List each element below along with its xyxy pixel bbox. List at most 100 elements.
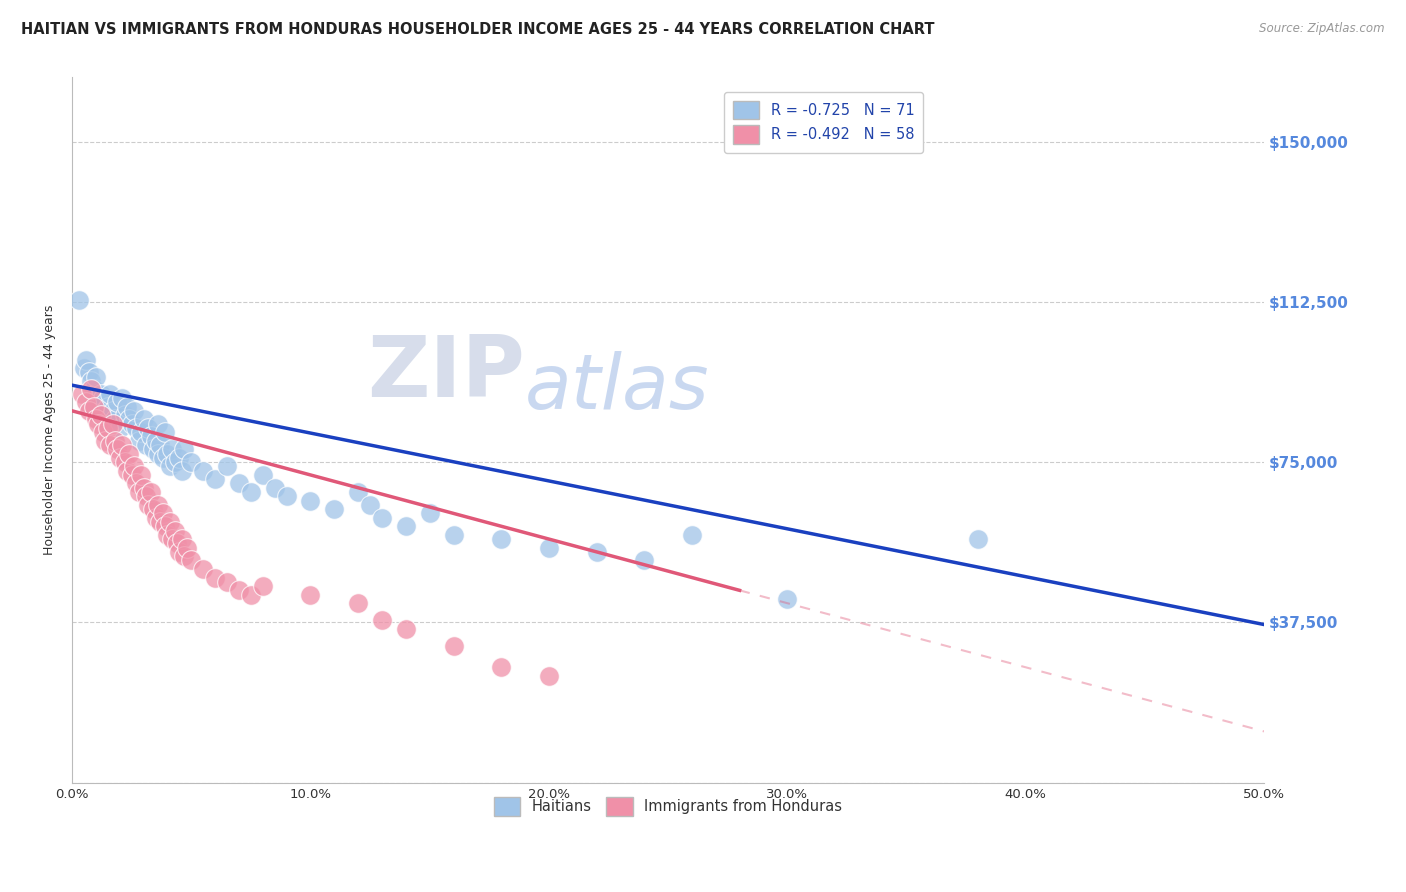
Point (97, 421, 120, 435)
Point (299, 493, 322, 508)
Point (80, 383, 103, 397)
Point (132, 481, 155, 495)
Point (180, 455, 202, 469)
Point (98, 438, 121, 452)
Point (104, 412, 127, 426)
Point (489, 532, 512, 546)
Point (80, 374, 103, 388)
Point (176, 541, 198, 555)
Point (111, 391, 134, 405)
Point (145, 510, 167, 524)
Point (111, 438, 134, 452)
Point (129, 425, 152, 440)
Point (139, 429, 162, 443)
Point (419, 507, 441, 521)
Point (359, 498, 381, 512)
Point (142, 442, 165, 457)
Point (146, 446, 169, 460)
Point (108, 450, 131, 465)
Point (489, 660, 512, 674)
Point (101, 417, 124, 431)
Point (156, 528, 179, 542)
Point (146, 417, 169, 431)
Point (153, 425, 176, 440)
Point (252, 467, 274, 482)
Point (585, 545, 607, 559)
Point (128, 434, 150, 448)
Point (371, 613, 394, 627)
Point (204, 570, 226, 584)
Point (347, 596, 370, 610)
Point (98, 386, 121, 401)
Point (537, 669, 560, 683)
Point (228, 583, 250, 598)
Point (166, 536, 188, 550)
Point (163, 524, 186, 538)
Point (84, 412, 107, 426)
Point (114, 455, 136, 469)
Point (170, 532, 193, 546)
Point (94, 434, 117, 448)
Legend: Haitians, Immigrants from Honduras: Haitians, Immigrants from Honduras (485, 789, 851, 825)
Point (160, 532, 183, 546)
Point (146, 498, 169, 512)
Point (118, 446, 141, 460)
Point (160, 442, 183, 457)
Point (73, 361, 96, 376)
Point (121, 467, 143, 482)
Point (91, 425, 114, 440)
Point (125, 476, 148, 491)
Point (169, 450, 191, 465)
Point (145, 434, 167, 448)
Point (443, 528, 465, 542)
Point (170, 464, 193, 478)
Point (122, 459, 145, 474)
Point (215, 574, 238, 589)
Point (681, 528, 703, 542)
Point (90, 408, 112, 422)
Point (121, 417, 143, 431)
Point (83, 383, 105, 397)
Point (323, 502, 346, 516)
Point (87, 400, 110, 414)
Point (84, 386, 107, 401)
Point (173, 549, 195, 563)
Point (128, 485, 150, 500)
Point (204, 472, 226, 486)
Point (263, 481, 285, 495)
Point (129, 467, 152, 482)
Point (395, 519, 418, 533)
Point (239, 485, 262, 500)
Point (193, 562, 215, 576)
Point (173, 442, 195, 457)
Point (97, 417, 120, 431)
Point (125, 421, 148, 435)
Point (138, 421, 160, 435)
Text: Source: ZipAtlas.com: Source: ZipAtlas.com (1260, 22, 1385, 36)
Point (83, 400, 105, 414)
Point (75, 352, 97, 367)
Point (537, 541, 560, 555)
Point (776, 591, 799, 606)
Point (115, 400, 138, 414)
Point (122, 404, 145, 418)
Point (149, 515, 172, 529)
Point (104, 434, 127, 448)
Text: HAITIAN VS IMMIGRANTS FROM HONDURAS HOUSEHOLDER INCOME AGES 25 - 44 YEARS CORREL: HAITIAN VS IMMIGRANTS FROM HONDURAS HOUS… (21, 22, 935, 37)
Point (163, 455, 186, 469)
Point (299, 588, 322, 602)
Point (159, 515, 181, 529)
Text: ZIP: ZIP (367, 332, 524, 415)
Point (153, 519, 176, 533)
Point (67, 293, 90, 307)
Point (159, 459, 181, 474)
Point (77, 365, 100, 379)
Point (90, 408, 112, 422)
Point (90, 386, 112, 401)
Point (347, 485, 370, 500)
Point (156, 446, 179, 460)
Point (239, 588, 262, 602)
Text: atlas: atlas (524, 351, 710, 425)
Point (101, 404, 124, 418)
Point (276, 489, 298, 503)
